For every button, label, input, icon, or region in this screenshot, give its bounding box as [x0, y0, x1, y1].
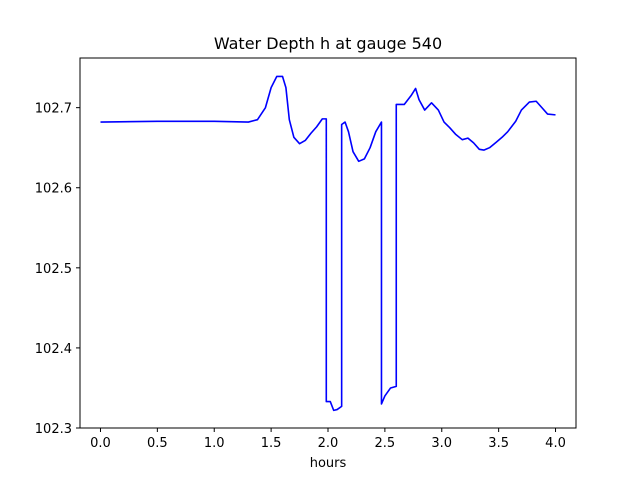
x-tick-label: 0.0 — [90, 436, 111, 451]
plot-frame — [79, 57, 577, 429]
x-axis-ticks: 0.0 0.5 1.0 1.5 2.0 2.5 3.0 3.5 4.0 — [90, 428, 566, 451]
plot-area — [100, 75, 556, 412]
x-tick-label: 1.0 — [204, 436, 225, 451]
chart-title: Water Depth h at gauge 540 — [214, 34, 442, 53]
y-axis-ticks: 102.3 102.4 102.5 102.6 102.7 — [35, 102, 80, 437]
y-tick-label: 102.5 — [35, 262, 72, 277]
series-line-0 — [100, 75, 556, 412]
y-tick-label: 102.3 — [35, 422, 72, 437]
x-tick-label: 1.5 — [261, 436, 282, 451]
x-tick-label: 0.5 — [147, 436, 168, 451]
x-tick-label: 2.5 — [375, 436, 396, 451]
y-tick-label: 102.6 — [35, 182, 72, 197]
x-tick-label: 3.5 — [488, 436, 509, 451]
y-tick-label: 102.4 — [35, 342, 72, 357]
x-tick-label: 4.0 — [545, 436, 566, 451]
x-tick-label: 2.0 — [318, 436, 339, 451]
x-tick-label: 3.0 — [431, 436, 452, 451]
y-tick-label: 102.7 — [35, 102, 72, 117]
x-axis-label: hours — [310, 456, 347, 471]
